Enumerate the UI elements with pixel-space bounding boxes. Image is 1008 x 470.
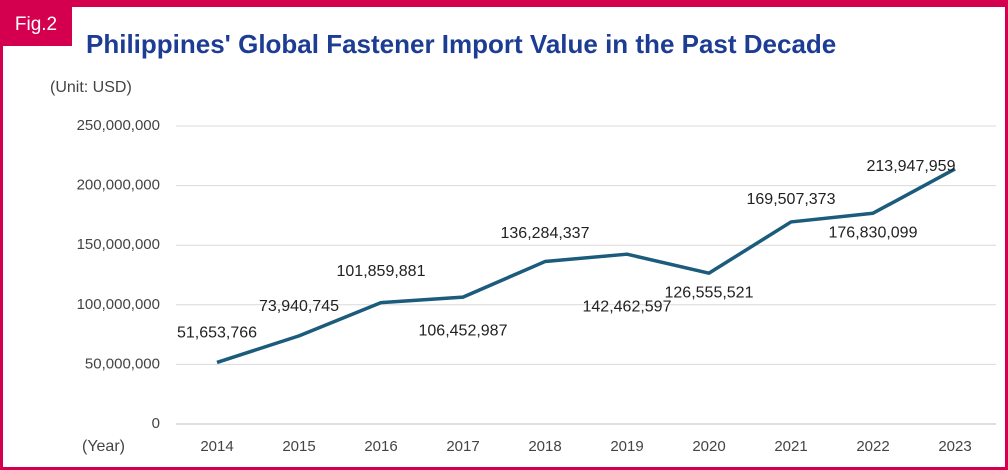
x-tick-label: 2018 (528, 438, 561, 455)
y-tick-label: 50,000,000 (85, 355, 160, 372)
x-tick-label: 2020 (692, 438, 725, 455)
data-label: 213,947,959 (867, 158, 956, 175)
x-tick-label: 2016 (364, 438, 397, 455)
top-bar (0, 0, 1008, 7)
y-tick-label: 250,000,000 (77, 117, 160, 134)
x-tick-label: 2017 (446, 438, 479, 455)
x-tick-label: 2015 (282, 438, 315, 455)
x-tick-label: 2022 (856, 438, 889, 455)
x-tick-label: 2023 (938, 438, 971, 455)
data-label: 101,859,881 (337, 263, 426, 280)
x-axis-label: (Year) (82, 438, 125, 455)
y-tick-label: 100,000,000 (77, 296, 160, 313)
x-tick-label: 2019 (610, 438, 643, 455)
data-label: 176,830,099 (829, 224, 918, 241)
data-label: 106,452,987 (419, 322, 508, 339)
data-label: 142,462,597 (583, 298, 672, 315)
data-label: 136,284,337 (501, 225, 590, 242)
data-label: 73,940,745 (259, 298, 339, 315)
x-tick-label: 2021 (774, 438, 807, 455)
y-tick-label: 0 (152, 415, 160, 432)
data-label: 126,555,521 (665, 284, 754, 301)
data-line (216, 167, 956, 365)
x-tick-label: 2014 (200, 438, 233, 455)
figure-badge (0, 0, 72, 46)
data-label: 169,507,373 (747, 191, 836, 208)
y-axis-label: (Unit: USD) (50, 79, 132, 96)
figure-label: Fig.2 (15, 14, 57, 35)
y-tick-label: 200,000,000 (77, 177, 160, 194)
y-tick-label: 150,000,000 (77, 236, 160, 253)
data-label: 51,653,766 (177, 325, 257, 342)
chart-title: Philippines' Global Fastener Import Valu… (86, 29, 836, 59)
